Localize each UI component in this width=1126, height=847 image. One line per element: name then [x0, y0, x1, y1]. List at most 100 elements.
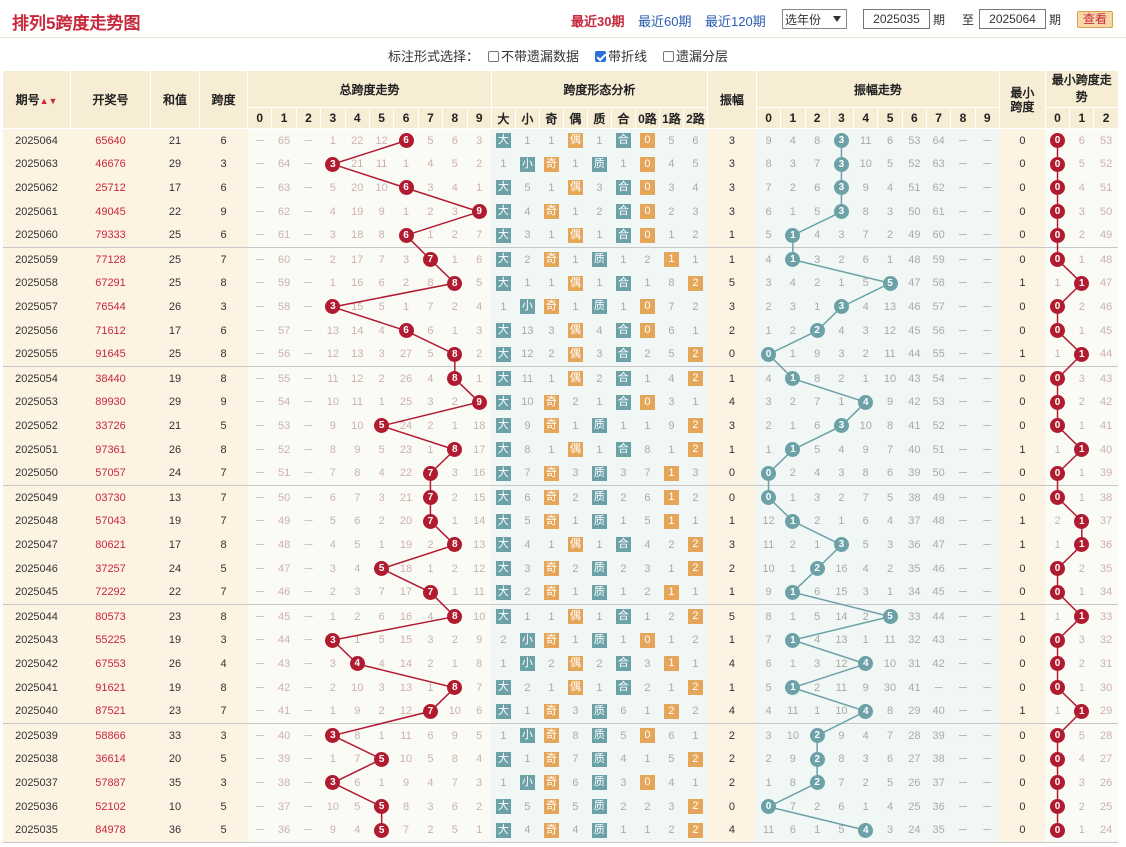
query-button[interactable]: 查看: [1077, 11, 1113, 28]
sort-icon[interactable]: ▲▼: [39, 96, 58, 106]
span-trend-cell: ─: [247, 509, 272, 534]
span-trend-cell: 18: [467, 414, 492, 438]
shape-even-cell: 偶: [563, 128, 588, 153]
shape-mark: 大: [495, 323, 511, 339]
shape-composite-cell: 合: [611, 223, 636, 248]
option-no-miss[interactable]: 不带遗漏数据: [488, 46, 579, 65]
span-ball: 4: [349, 656, 365, 672]
min-ball: 0: [1050, 371, 1066, 387]
shape-mark: 大: [495, 822, 511, 838]
span-trend-cell: 1: [418, 556, 443, 581]
min-trend-cell: 53: [1093, 128, 1119, 153]
span-trend-cell: 37: [271, 794, 297, 819]
shape-big-cell: 大: [491, 699, 516, 724]
shape-r0-cell: 1: [635, 366, 660, 391]
min-ball: 0: [1050, 133, 1066, 149]
span-trend-cell: ─: [296, 414, 321, 438]
amp-trend-cell: 10: [877, 652, 903, 676]
amp-trend-cell: 43: [902, 366, 927, 391]
amp-trend-cell: 50: [926, 461, 951, 486]
option-line[interactable]: 带折线: [595, 46, 647, 65]
span-trend-cell: 5: [467, 271, 492, 296]
amp-trend-cell: 3: [829, 461, 854, 486]
span-trend-cell: 5: [369, 628, 394, 653]
col-issue[interactable]: 期号▲▼: [2, 70, 71, 129]
span-trend-cell: 4: [345, 556, 370, 581]
shape-mark: 小: [519, 156, 535, 172]
shape-composite-cell: 3: [611, 461, 636, 486]
checkbox-checked-icon[interactable]: [595, 51, 606, 62]
amp-trend-cell: 1: [853, 794, 878, 819]
shape-mark: 合: [615, 656, 631, 672]
amp-trend-cell: 11: [853, 128, 878, 153]
amp-trend-cell: 2: [805, 794, 830, 819]
min-digit-1: 1: [1069, 107, 1095, 129]
span-trend-cell: 27: [393, 342, 419, 367]
min-trend-cell: 46: [1093, 295, 1119, 319]
col-min-trend: 最小跨度走势: [1044, 70, 1119, 108]
span-digit-4: 4: [344, 107, 370, 129]
checkbox-icon[interactable]: [663, 51, 674, 62]
span-trend-cell: 11: [320, 366, 346, 391]
span-trend-cell: 4: [369, 652, 394, 676]
shape-r0-cell: 0: [635, 390, 660, 415]
amplitude-cell: 3: [707, 199, 757, 224]
option-layer[interactable]: 遗漏分层: [663, 46, 728, 65]
min-trend-cell: 1: [1069, 818, 1094, 843]
amplitude-cell: 5: [707, 271, 757, 296]
shape-even-cell: 2: [563, 390, 588, 415]
span-trend-cell: 6: [393, 223, 419, 248]
sum-cell: 25: [150, 247, 200, 272]
shape-composite-cell: 2: [611, 485, 636, 510]
amp-trend-cell: 64: [926, 128, 951, 153]
amp-ball: 2: [809, 751, 825, 767]
year-select[interactable]: 选年份: [782, 9, 847, 29]
range-from-input[interactable]: 2025035: [863, 9, 930, 29]
min-trend-cell: 30: [1093, 675, 1119, 700]
amp-trend-cell: 5: [853, 271, 878, 296]
span-trend-cell: 3: [320, 223, 346, 248]
span-trend-cell: 22: [393, 461, 419, 486]
shape-odd-cell: 1: [539, 675, 564, 700]
shape-small-cell: 2: [515, 675, 540, 700]
min-trend-cell: 1: [1069, 318, 1094, 343]
span-cell: 9: [199, 390, 248, 415]
amp-trend-cell: ─: [950, 699, 976, 724]
shape-prime-cell: 1: [587, 533, 612, 557]
span-ball: 6: [398, 133, 414, 149]
amp-trend-cell: 1: [780, 675, 805, 700]
shape-r1-cell: 5: [659, 342, 684, 367]
span-trend-cell: ─: [296, 485, 321, 510]
shape-small-cell: 5: [515, 509, 540, 534]
amp-trend-cell: ─: [950, 223, 976, 248]
amp-trend-cell: 1: [780, 580, 805, 605]
link-recent-30[interactable]: 最近30期: [571, 14, 625, 29]
sum-cell: 17: [150, 318, 200, 343]
shape-r0-cell: 0: [635, 223, 660, 248]
shape-r2-cell: 1: [683, 652, 708, 676]
span-trend-cell: 54: [271, 390, 297, 415]
shape-r2-cell: 1: [683, 247, 708, 272]
span-trend-cell: 2: [467, 342, 492, 367]
span-trend-cell: 12: [369, 128, 394, 153]
shape-mark: 0: [639, 323, 655, 339]
range-to-input[interactable]: 2025064: [979, 9, 1046, 29]
sum-cell: 29: [150, 390, 200, 415]
shape-big-cell: 大: [491, 461, 516, 486]
amp-trend-cell: 5: [853, 533, 878, 557]
amp-trend-cell: 1: [756, 437, 781, 462]
link-recent-120[interactable]: 最近120期: [705, 14, 766, 29]
amp-trend-cell: 40: [926, 699, 951, 724]
checkbox-icon[interactable]: [488, 51, 499, 62]
shape-mark: 0: [639, 180, 655, 196]
shape-even-cell: 偶: [563, 533, 588, 557]
amp-trend-cell: 3: [829, 295, 854, 319]
span-trend-cell: 3: [418, 390, 443, 415]
amp-ball: 4: [858, 394, 874, 410]
shape-label-1: 小: [514, 107, 540, 129]
min-ball: 0: [1050, 680, 1066, 696]
link-recent-60[interactable]: 最近60期: [638, 14, 692, 29]
span-trend-cell: ─: [247, 771, 272, 795]
amp-trend-cell: 24: [902, 818, 927, 843]
span-trend-cell: 14: [393, 652, 419, 676]
